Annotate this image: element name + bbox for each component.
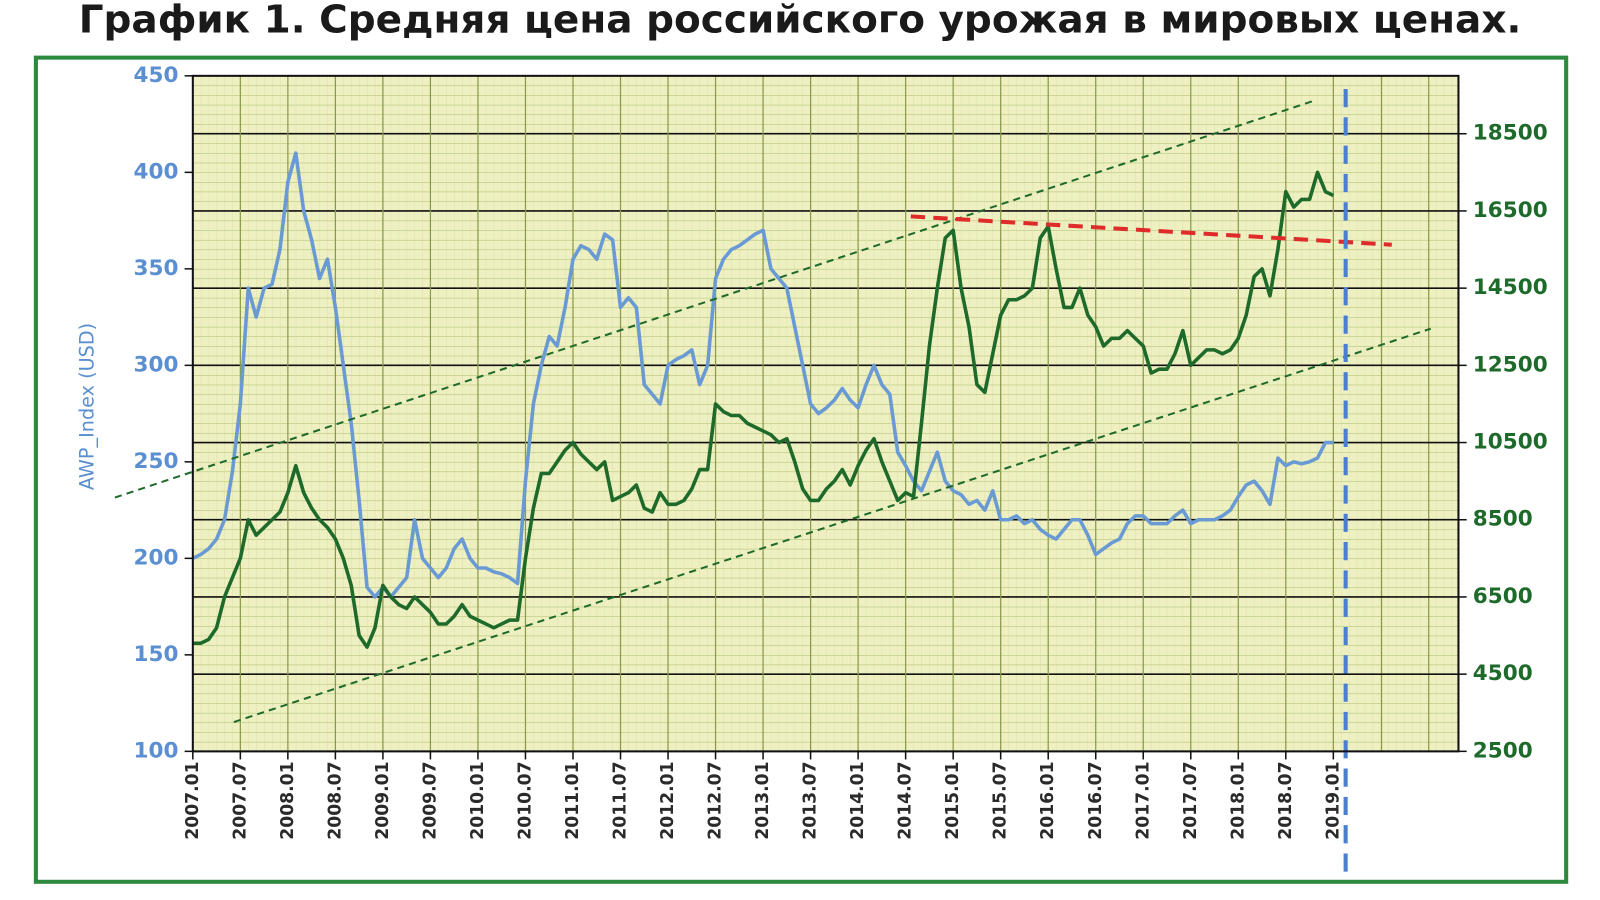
grid (192, 75, 1459, 753)
y-axis-label: AWP_Index (USD) (76, 323, 99, 490)
y-tick-label: 350 (134, 256, 179, 281)
x-tick-label: 2008.07 (325, 761, 345, 839)
x-tick-label: 2015.07 (991, 761, 1011, 839)
y2-tick-label: 14500 (1473, 275, 1548, 300)
x-tick-label: 2014.07 (896, 761, 916, 839)
x-tick-label: 2019.01 (1323, 761, 1343, 839)
y2-tick-label: 18500 (1473, 121, 1548, 146)
x-tick-label: 2014.01 (848, 761, 868, 839)
y2-tick-label: 8500 (1473, 507, 1533, 532)
y2-tick-label: 4500 (1473, 661, 1533, 686)
y-tick-label: 150 (134, 642, 179, 667)
plot-area (192, 75, 1459, 752)
x-tick-label: 2009.07 (420, 761, 440, 839)
x-tick-label: 2017.07 (1181, 761, 1201, 839)
x-tick-label: 2010.01 (468, 761, 488, 839)
frame (33, 55, 1569, 884)
annotations (114, 88, 1432, 875)
x-tick-label: 2007.07 (230, 761, 250, 839)
x-tick-label: 2016.01 (1038, 761, 1058, 839)
x-tick-label: 2016.07 (1086, 761, 1106, 839)
y-tick-label: 200 (134, 545, 179, 570)
trend-channel-upper (114, 100, 1314, 499)
plot-border (191, 74, 1460, 753)
x-tick-label: 2013.07 (801, 761, 821, 839)
trend-channel-lower (233, 327, 1432, 723)
y-tick-label: 450 (134, 63, 179, 88)
x-tick-label: 2011.07 (610, 761, 630, 839)
x-tick-label: 2013.01 (753, 761, 773, 839)
x-tick-label: 2012.01 (658, 761, 678, 839)
resistance-line (910, 214, 1392, 247)
y2-tick-label: 12500 (1473, 352, 1548, 377)
y2-tick-label: 2500 (1473, 738, 1533, 763)
series-line (192, 170, 1335, 649)
y-tick-label: 250 (134, 449, 179, 474)
y-tick-label: 400 (134, 159, 179, 184)
x-tick-label: 2015.01 (943, 761, 963, 839)
chart-title: График 1. Средняя цена российского урожа… (79, 0, 1522, 43)
x-tick-label: 2018.07 (1276, 761, 1296, 839)
y2-tick-label: 6500 (1473, 584, 1533, 609)
x-tick-label: 2011.01 (563, 761, 583, 839)
x-tick-label: 2007.01 (183, 761, 203, 839)
x-tick-label: 2009.01 (373, 761, 393, 839)
y2-tick-label: 16500 (1473, 198, 1548, 223)
x-tick-label: 2012.07 (705, 761, 725, 839)
x-tick-label: 2008.01 (278, 761, 298, 839)
x-tick-label: 2018.01 (1228, 761, 1248, 839)
y-tick-label: 300 (134, 352, 179, 377)
lines (192, 151, 1335, 649)
x-tick-label: 2017.01 (1133, 761, 1153, 839)
x-tick-label: 2010.07 (515, 761, 535, 839)
y-tick-label: 100 (134, 738, 179, 763)
y2-tick-label: 10500 (1473, 430, 1548, 455)
